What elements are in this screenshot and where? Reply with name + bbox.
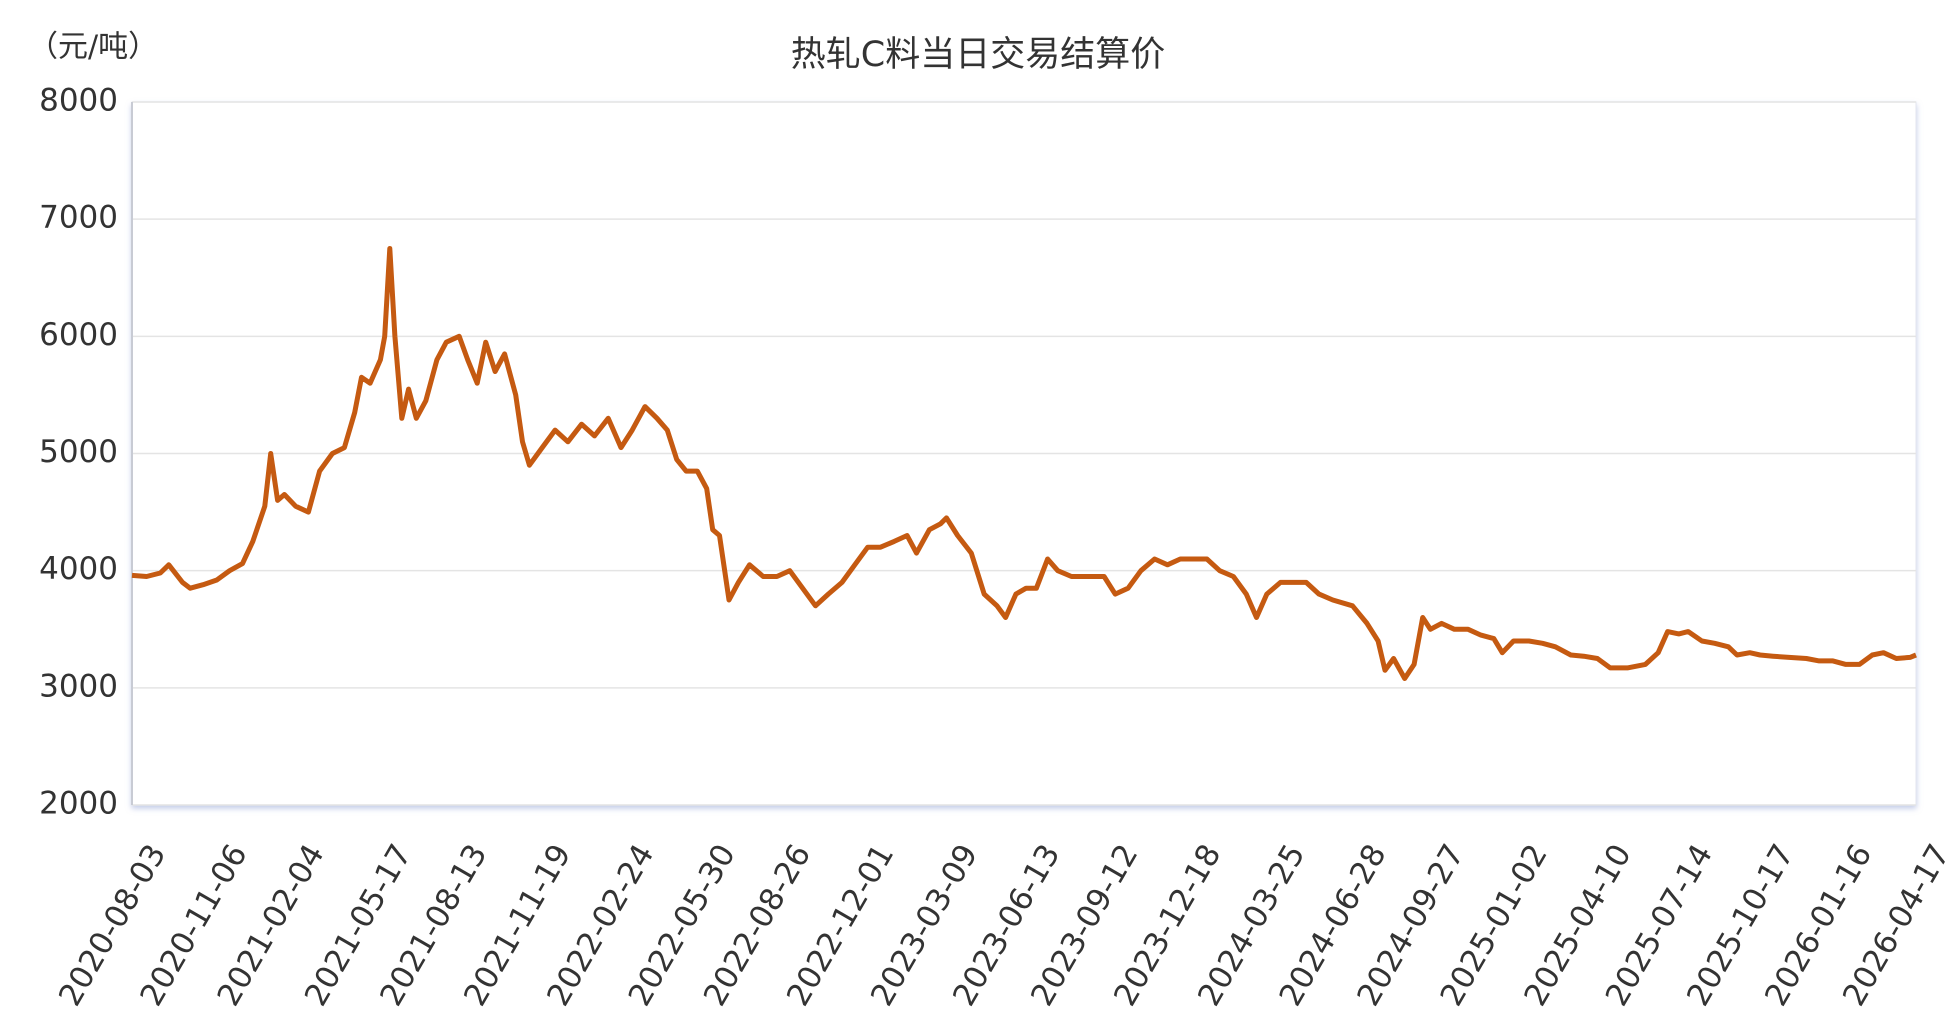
y-tick-label: 5000 xyxy=(39,434,118,470)
y-tick-label: 3000 xyxy=(39,668,118,704)
y-tick-label: 6000 xyxy=(39,317,118,353)
y-tick-label: 7000 xyxy=(39,200,118,236)
y-tick-label: 2000 xyxy=(39,786,118,822)
y-axis-label: （元/吨） xyxy=(28,30,158,65)
y-tick-label: 8000 xyxy=(39,83,118,119)
data-line xyxy=(131,246,1917,681)
chart-title: 热轧C料当日交易结算价 xyxy=(791,35,1165,75)
y-tick-label: 4000 xyxy=(39,551,118,587)
